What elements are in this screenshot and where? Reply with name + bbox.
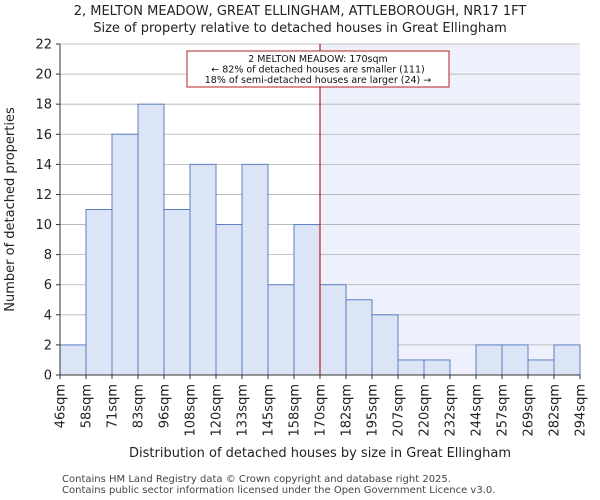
- bar: [111, 133, 139, 376]
- x-tick-label: 269sqm: [522, 384, 537, 437]
- histogram-chart: 0 2 4 6 8 10 12 14 16 18 20 22 46sqm 58sqm 71sqm 83sqm 9…: [3, 38, 589, 462]
- y-tick-label: 20: [35, 68, 52, 83]
- x-tick-label: 158sqm: [288, 384, 303, 437]
- x-tick-label: 294sqm: [574, 384, 589, 437]
- x-tick-label: 120sqm: [210, 384, 225, 437]
- x-axis-label: Distribution of detached houses by size …: [129, 446, 511, 461]
- annotation-text: ← 82% of detached houses are smaller (11…: [211, 65, 424, 76]
- bar: [371, 314, 399, 376]
- y-tick-label: 0: [44, 369, 52, 384]
- bar: [527, 359, 555, 376]
- annotation-text: 2 MELTON MEADOW: 170sqm: [248, 54, 388, 65]
- x-tick-label: 207sqm: [392, 384, 407, 437]
- y-axis-label: Number of detached properties: [3, 107, 18, 312]
- annotation-box: [186, 50, 450, 88]
- bar: [345, 299, 373, 376]
- x-tick-label: 108sqm: [184, 384, 199, 437]
- y-tick-label: 6: [44, 278, 52, 293]
- x-tick-label: 257sqm: [496, 384, 511, 437]
- x-tick-label: 282sqm: [548, 384, 563, 437]
- bar: [137, 103, 165, 376]
- y-tick-label: 18: [35, 98, 52, 113]
- bar: [553, 344, 581, 376]
- footer-licence: Contains public sector information licen…: [62, 485, 496, 496]
- bar: [189, 163, 217, 376]
- bar: [59, 344, 87, 376]
- x-tick-label: 195sqm: [366, 384, 381, 437]
- x-tick-label: 244sqm: [470, 384, 485, 437]
- bar: [319, 284, 347, 376]
- x-tick-label: 232sqm: [444, 384, 459, 437]
- y-tick-label: 16: [35, 128, 52, 143]
- x-tick-label: 182sqm: [340, 384, 355, 437]
- x-tick-label: 145sqm: [262, 384, 277, 437]
- bar: [397, 359, 425, 376]
- chart-subtitle: Size of property relative to detached ho…: [93, 21, 507, 36]
- x-tick-label: 220sqm: [418, 384, 433, 437]
- bar: [475, 344, 503, 376]
- y-tick-label: 14: [35, 158, 52, 173]
- x-tick-label: 170sqm: [314, 384, 329, 437]
- x-tick-label: 46sqm: [54, 384, 69, 428]
- bar: [85, 209, 113, 376]
- y-tick-label: 12: [35, 188, 52, 203]
- bar: [501, 344, 529, 376]
- y-tick-label: 10: [35, 218, 52, 233]
- chart-title-address: 2, MELTON MEADOW, GREAT ELLINGHAM, ATTLE…: [73, 4, 527, 19]
- y-tick-label: 4: [44, 308, 52, 323]
- x-tick-label: 71sqm: [106, 384, 121, 428]
- y-tick-label: 2: [44, 338, 52, 353]
- bar: [423, 359, 451, 376]
- bar: [267, 284, 295, 376]
- x-tick-label: 83sqm: [132, 384, 147, 428]
- y-tick-label: 22: [35, 38, 52, 53]
- bar: [293, 224, 321, 376]
- x-tick-label: 133sqm: [236, 384, 251, 437]
- bar: [163, 209, 191, 376]
- footer-copyright: Contains HM Land Registry data © Crown c…: [62, 474, 451, 485]
- annotation-text: 18% of semi-detached houses are larger (…: [205, 75, 432, 86]
- x-tick-label: 58sqm: [80, 384, 95, 428]
- y-tick-label: 8: [44, 248, 52, 263]
- x-tick-label: 96sqm: [158, 384, 173, 428]
- bar: [215, 224, 243, 376]
- bar: [241, 163, 269, 376]
